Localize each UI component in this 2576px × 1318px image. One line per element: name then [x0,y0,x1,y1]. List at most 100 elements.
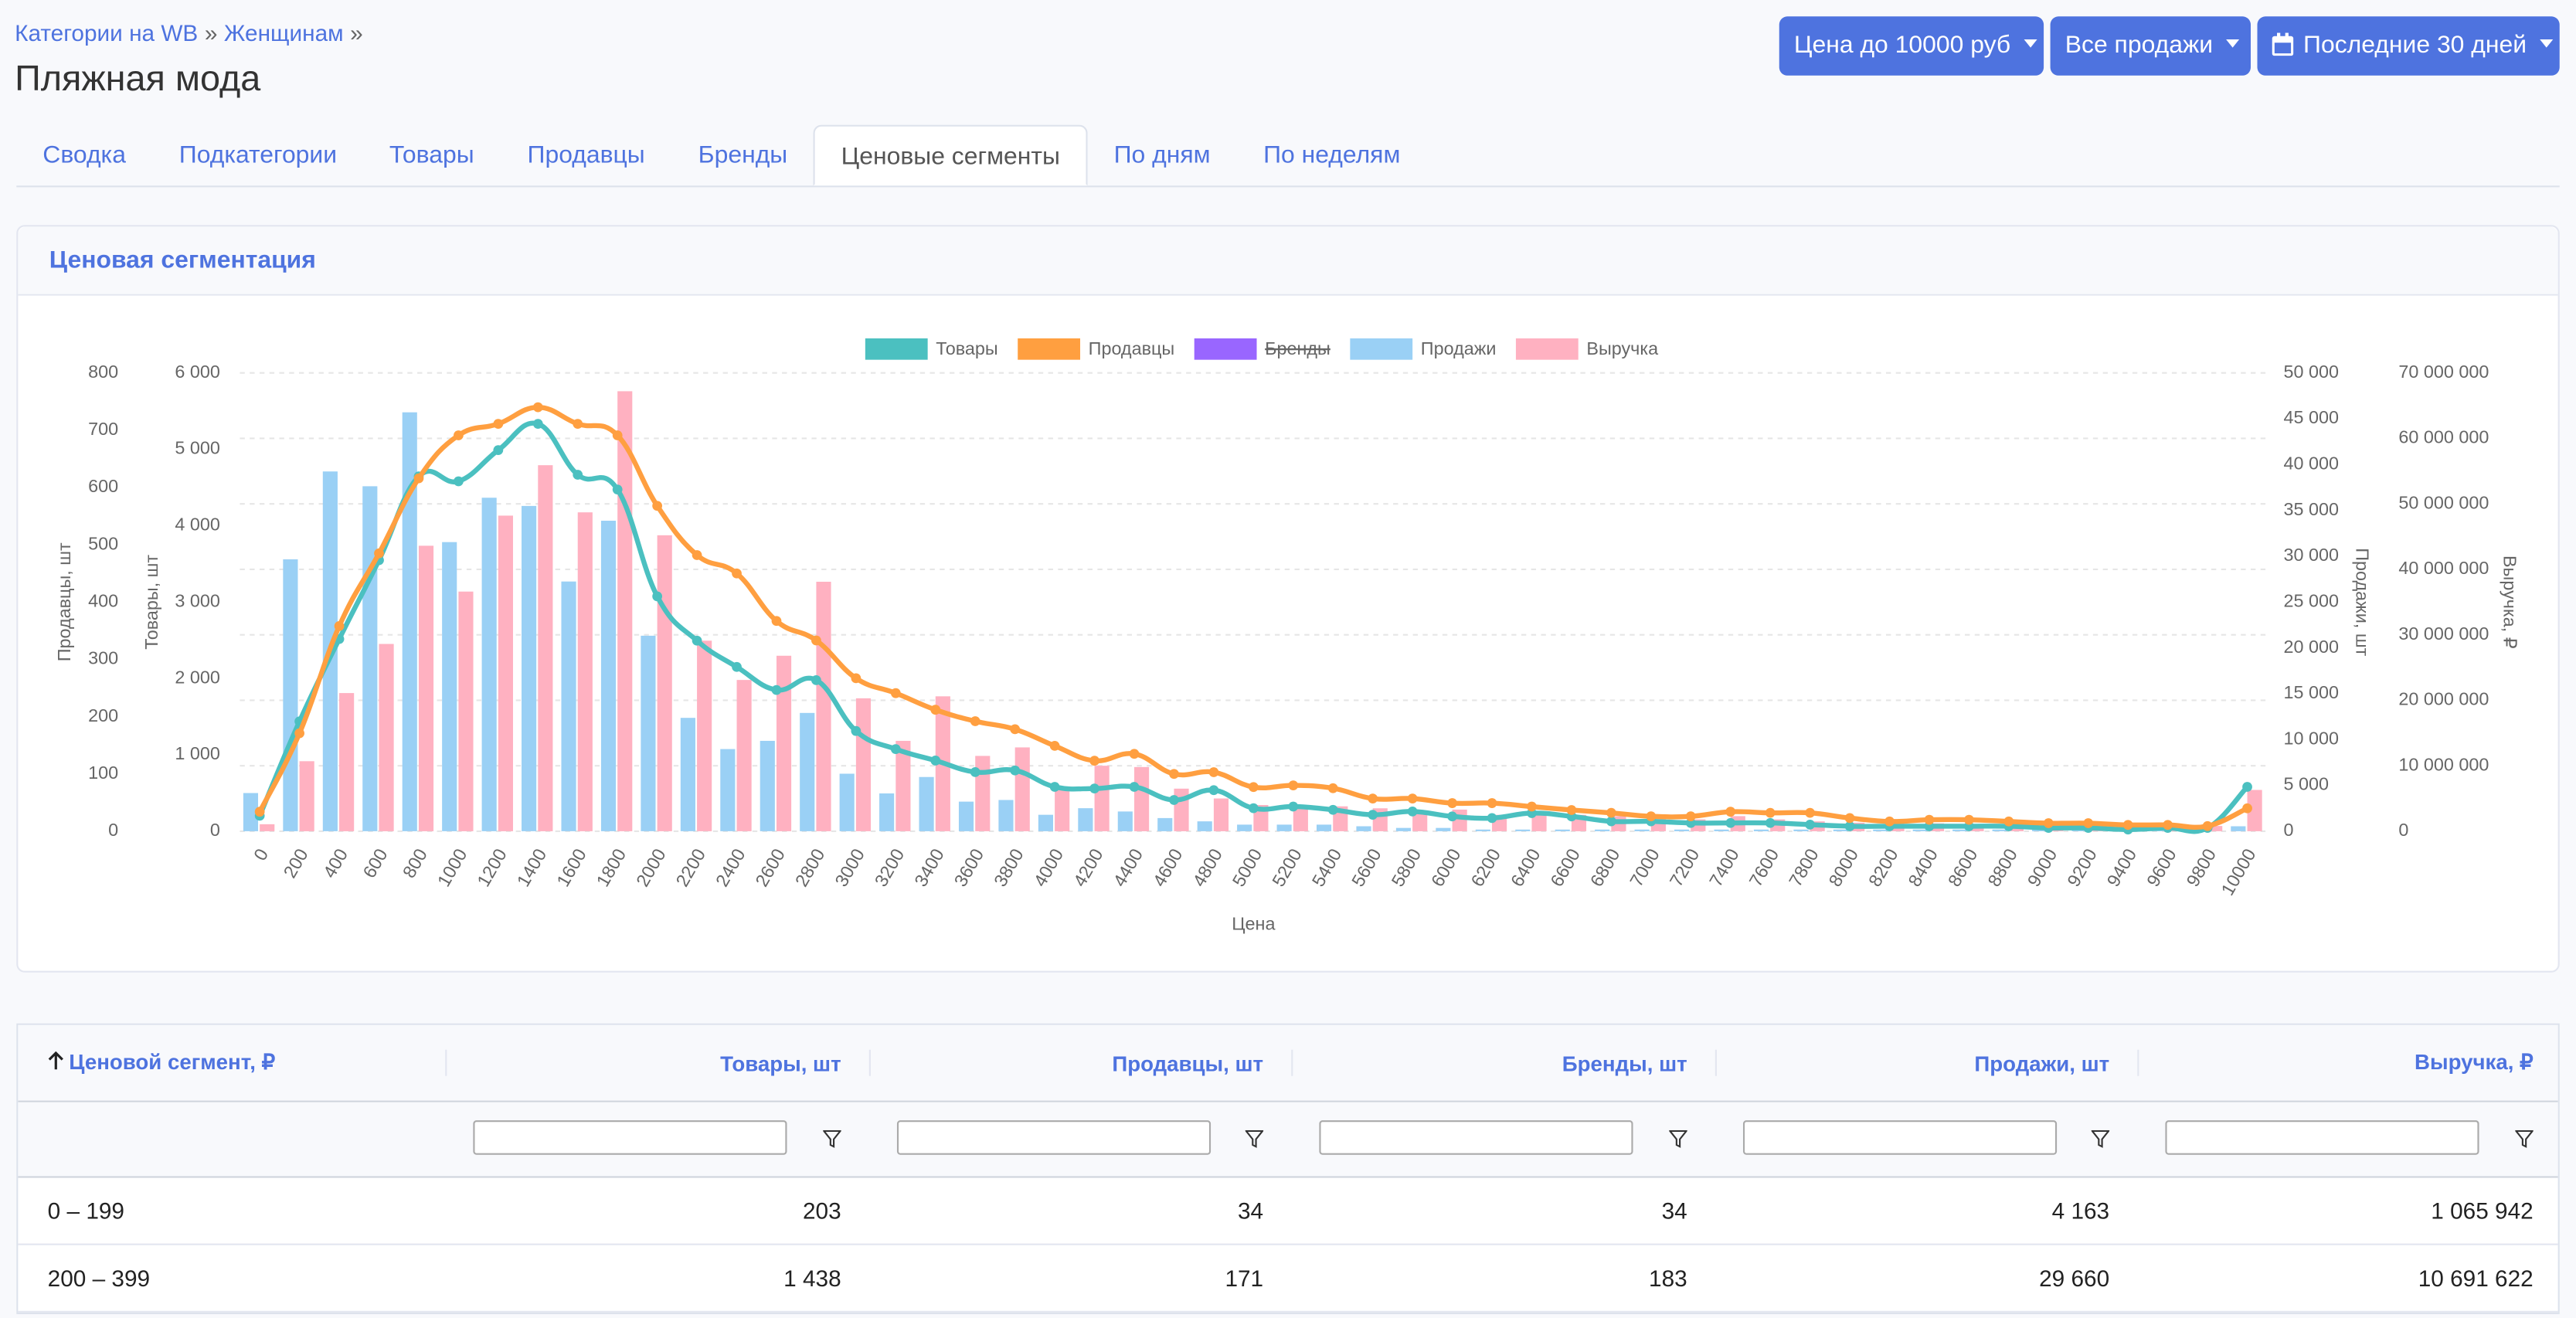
axis-tick-label: 45 000 [2284,407,2340,427]
axis-tick-label: 4 000 [175,515,220,535]
bar [1055,790,1070,831]
legend-item[interactable]: Продажи [1350,338,1496,360]
legend-item[interactable]: Товары [865,338,998,360]
breadcrumb-link[interactable]: Категории на WB [15,19,199,46]
axis-tick-label: 200 [88,705,118,725]
x-tick-label: 6200 [1467,845,1505,890]
tab[interactable]: Продавцы [527,141,645,170]
bar [855,698,872,831]
point [2242,803,2252,814]
point [1844,813,1855,824]
bar [919,776,934,831]
filter-input[interactable] [473,1120,787,1155]
bar [1134,766,1150,831]
bar [657,535,672,831]
axis-tick-label: 3 000 [175,590,220,610]
point [771,616,782,627]
column-header[interactable]: Выручка, ₽ [2137,1049,2561,1076]
point [1049,782,1060,792]
point [771,684,782,695]
point [1049,741,1060,751]
legend-item[interactable]: Выручка [1515,338,1658,360]
bar [1213,798,1229,831]
point [1368,793,1378,804]
filter-icon[interactable] [822,1127,842,1157]
line [257,404,2248,831]
filter-input[interactable] [1319,1120,1633,1155]
column-header[interactable]: Продавцы, шт [868,1049,1291,1076]
filter-icon[interactable] [1668,1127,1688,1157]
tab[interactable]: Бренды [698,141,788,170]
x-tick-label: 8000 [1825,845,1863,890]
axis-tick-label: 0 [2398,820,2408,840]
axis-tick-label: 15 000 [2284,682,2340,702]
filter-icon[interactable] [2090,1127,2111,1157]
x-tick-label: 3000 [831,845,868,890]
point [652,501,663,511]
legend-swatch [1350,338,1413,360]
x-tick-label: 1800 [593,845,630,890]
bar [958,801,974,831]
tab[interactable]: По дням [1113,141,1211,170]
point [1407,807,1418,817]
point [1010,765,1021,776]
bar [2071,829,2087,831]
breadcrumb-link[interactable]: Женщинам [223,19,344,46]
legend-swatch [1194,338,1257,360]
sales-filter[interactable]: Все продажи [2050,16,2251,76]
x-tick-label: 7800 [1785,845,1823,890]
axis-title: Товары, шт [141,555,161,650]
column-header[interactable]: Бренды, шт [1291,1049,1715,1076]
column-header[interactable]: Товары, шт [445,1049,869,1076]
x-tick-label: 4600 [1149,845,1187,890]
x-tick-label: 3200 [871,845,909,890]
filter-row [18,1102,2558,1178]
point [493,445,504,456]
point [890,688,901,698]
x-tick-label: 1200 [473,845,511,890]
point [1884,816,1895,827]
point [930,756,941,766]
x-tick-label: 1600 [552,845,590,890]
bar [1595,829,1610,831]
x-tick-label: 3800 [990,845,1028,890]
filter-icon[interactable] [1244,1127,1265,1157]
column-title: Продавцы, шт [1112,1050,1264,1075]
x-tick-label: 5800 [1388,845,1426,890]
button-label: Все продажи [2065,31,2214,59]
bar [600,521,617,831]
chart: 0 100 200 300 400 500 600 700 800 Продавцы, шт 0 1 … [54,338,2520,933]
table-cell: 203 [802,1197,841,1225]
line [257,420,2249,834]
filter-input[interactable] [896,1120,1212,1155]
table-cell: 29 660 [2039,1265,2110,1292]
bar [1793,829,1809,831]
period-filter[interactable]: Последние 30 дней [2257,16,2560,76]
point [1089,783,1099,794]
filter-input[interactable] [1742,1120,2058,1155]
x-tick-label: 9000 [2024,845,2061,890]
point [1208,767,1219,777]
legend-swatch [1018,338,1081,360]
filter-input[interactable] [2165,1120,2479,1155]
tab[interactable]: По неделям [1263,141,1401,170]
point [851,673,861,684]
bar [2247,790,2262,831]
column-header[interactable]: Продажи, шт [1715,1049,2137,1076]
legend-item[interactable]: Бренды [1194,338,1330,360]
point [1606,807,1616,818]
legend-item[interactable]: Продавцы [1018,338,1174,360]
filter-icon[interactable] [2514,1127,2534,1157]
column-header[interactable]: Ценовой сегмент, ₽ [18,1025,445,1101]
tab[interactable]: Сводка [42,141,126,170]
price-filter[interactable]: Цена до 10000 руб [1779,16,2044,76]
axis-tick-label: 10 000 [2284,728,2340,748]
tab[interactable]: Подкатегории [178,141,338,170]
tab[interactable]: Ценовые сегменты [813,124,1089,186]
axis-tick-label: 5 000 [2284,774,2330,794]
bar [379,644,394,831]
bar [1475,829,1490,831]
table-cell: 171 [1225,1265,1264,1292]
tab[interactable]: Товары [389,141,474,170]
bar [1356,826,1371,831]
